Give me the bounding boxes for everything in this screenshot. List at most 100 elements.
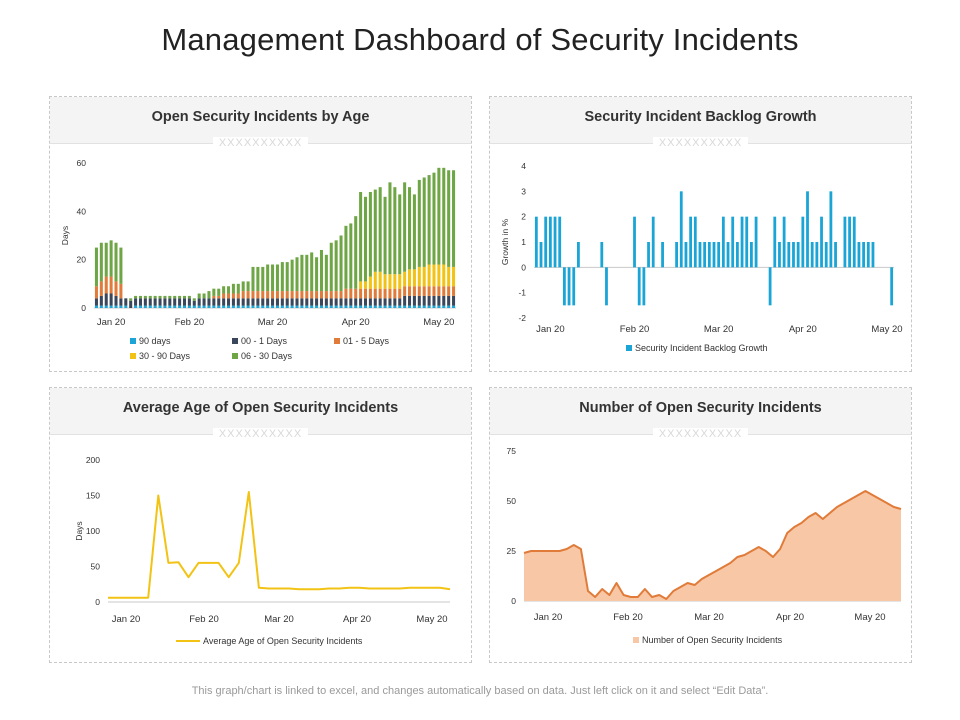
bar-segment	[285, 305, 289, 308]
bar-segment	[227, 286, 231, 294]
bar-segment	[393, 187, 397, 275]
bar-segment	[192, 300, 196, 306]
bar-segment	[417, 286, 421, 296]
bar-segment	[222, 298, 226, 306]
bar-segment	[305, 298, 309, 306]
bar-segment	[368, 192, 372, 277]
bar-segment	[129, 300, 133, 308]
bar-segment	[437, 305, 441, 308]
y-tick-label: 25	[507, 546, 517, 556]
bar	[824, 242, 828, 268]
footer-note: This graph/chart is linked to excel, and…	[191, 685, 769, 697]
bar-segment	[94, 247, 98, 287]
bar-segment	[295, 298, 299, 306]
x-tick-label: Jan 20	[97, 317, 126, 328]
bar-segment	[251, 298, 255, 306]
bar-segment	[417, 266, 421, 287]
y-axis-label: Days	[74, 521, 84, 540]
bar-segment	[187, 298, 191, 306]
bar-segment	[285, 262, 289, 292]
bar-segment	[349, 223, 353, 289]
bar-segment	[271, 264, 275, 292]
bar	[721, 216, 725, 268]
bar-segment	[241, 298, 245, 306]
bar	[778, 242, 781, 268]
bar-segment	[202, 293, 206, 299]
legend-swatch	[626, 345, 632, 351]
y-tick-label: 0	[511, 596, 516, 606]
bar	[806, 191, 809, 268]
bar-segment	[246, 291, 250, 299]
bar-segment	[187, 295, 191, 299]
bar-segment	[329, 291, 333, 299]
bar	[605, 267, 608, 306]
bar-segment	[378, 298, 382, 306]
bar-segment	[202, 298, 206, 306]
y-axis-label: Growth in %	[500, 218, 510, 265]
bar-segment	[442, 305, 446, 308]
series-line	[523, 490, 902, 600]
bar-segment	[300, 291, 304, 299]
bar-segment	[398, 274, 402, 289]
bar-segment	[222, 293, 226, 299]
bar	[834, 242, 837, 268]
x-tick-label: May 20	[416, 614, 447, 625]
bar	[801, 216, 805, 268]
y-tick-label: 200	[86, 455, 100, 465]
legend-swatch	[334, 338, 340, 344]
bar-segment	[368, 305, 372, 308]
bar	[745, 216, 749, 268]
x-tick-label: Mar 20	[704, 324, 734, 335]
x-tick-label: Apr 20	[343, 614, 371, 625]
bar-segment	[339, 235, 343, 292]
chart-incidents-by-age[interactable]: 0 20 40 60 Days Jan 20 Feb 20 Mar 20 Apr 20 May 2…	[50, 97, 473, 373]
bar-segment	[266, 298, 270, 306]
bar-segment	[261, 298, 265, 306]
bar-segment	[217, 288, 221, 296]
bar-segment	[114, 242, 118, 282]
bar-segment	[143, 298, 147, 306]
chart-subtitle-placeholder: XXXXXXXXXX	[490, 428, 911, 440]
chart-open-incidents[interactable]: 0 25 50 75 Jan 20 Feb 20 Mar 20 Apr 20 May 20 Num…	[490, 388, 913, 664]
bar-segment	[212, 305, 216, 308]
bar-segment	[315, 291, 319, 299]
bar-segment	[251, 291, 255, 299]
panel-header: Average Age of Open Security Incidents X…	[50, 388, 471, 440]
bar	[862, 242, 866, 268]
bar-segment	[94, 305, 98, 308]
bar	[567, 267, 571, 306]
bar-segment	[94, 286, 98, 299]
bar-segment	[99, 281, 103, 296]
bar	[577, 242, 580, 268]
bar-segment	[447, 170, 451, 267]
bar-segment	[99, 295, 103, 306]
bar-segment	[256, 298, 260, 306]
bar-segment	[310, 305, 314, 308]
bar-segment	[173, 305, 177, 308]
bar-segment	[173, 298, 177, 306]
bar-segment	[354, 216, 358, 289]
bar-segment	[178, 305, 182, 308]
bar	[675, 242, 678, 268]
bar-segment	[119, 305, 123, 308]
bar-segment	[408, 295, 412, 306]
bar-segment	[437, 264, 441, 287]
bar-segment	[158, 295, 162, 299]
bar	[829, 191, 833, 268]
bar-segment	[271, 291, 275, 299]
chart-backlog-growth[interactable]: -2 -1 0 1 2 3 4 Growth in % Jan 20 Feb 20 Mar 20 Ap…	[490, 97, 913, 373]
bar-segment	[134, 295, 138, 299]
bar-segment	[368, 276, 372, 289]
bar-segment	[310, 298, 314, 306]
bar-segment	[158, 298, 162, 306]
bar-segment	[305, 254, 309, 292]
bar-segment	[339, 305, 343, 308]
bar-segment	[290, 298, 294, 306]
bar	[689, 216, 693, 268]
chart-average-age[interactable]: 0 50 100 150 200 Days Jan 20 Feb 20 Mar 20 Apr 20…	[50, 388, 473, 664]
bar-segment	[231, 283, 235, 294]
bar-segment	[173, 295, 177, 299]
bar-segment	[378, 288, 382, 299]
legend-swatch	[130, 353, 136, 359]
bar-segment	[197, 305, 201, 308]
